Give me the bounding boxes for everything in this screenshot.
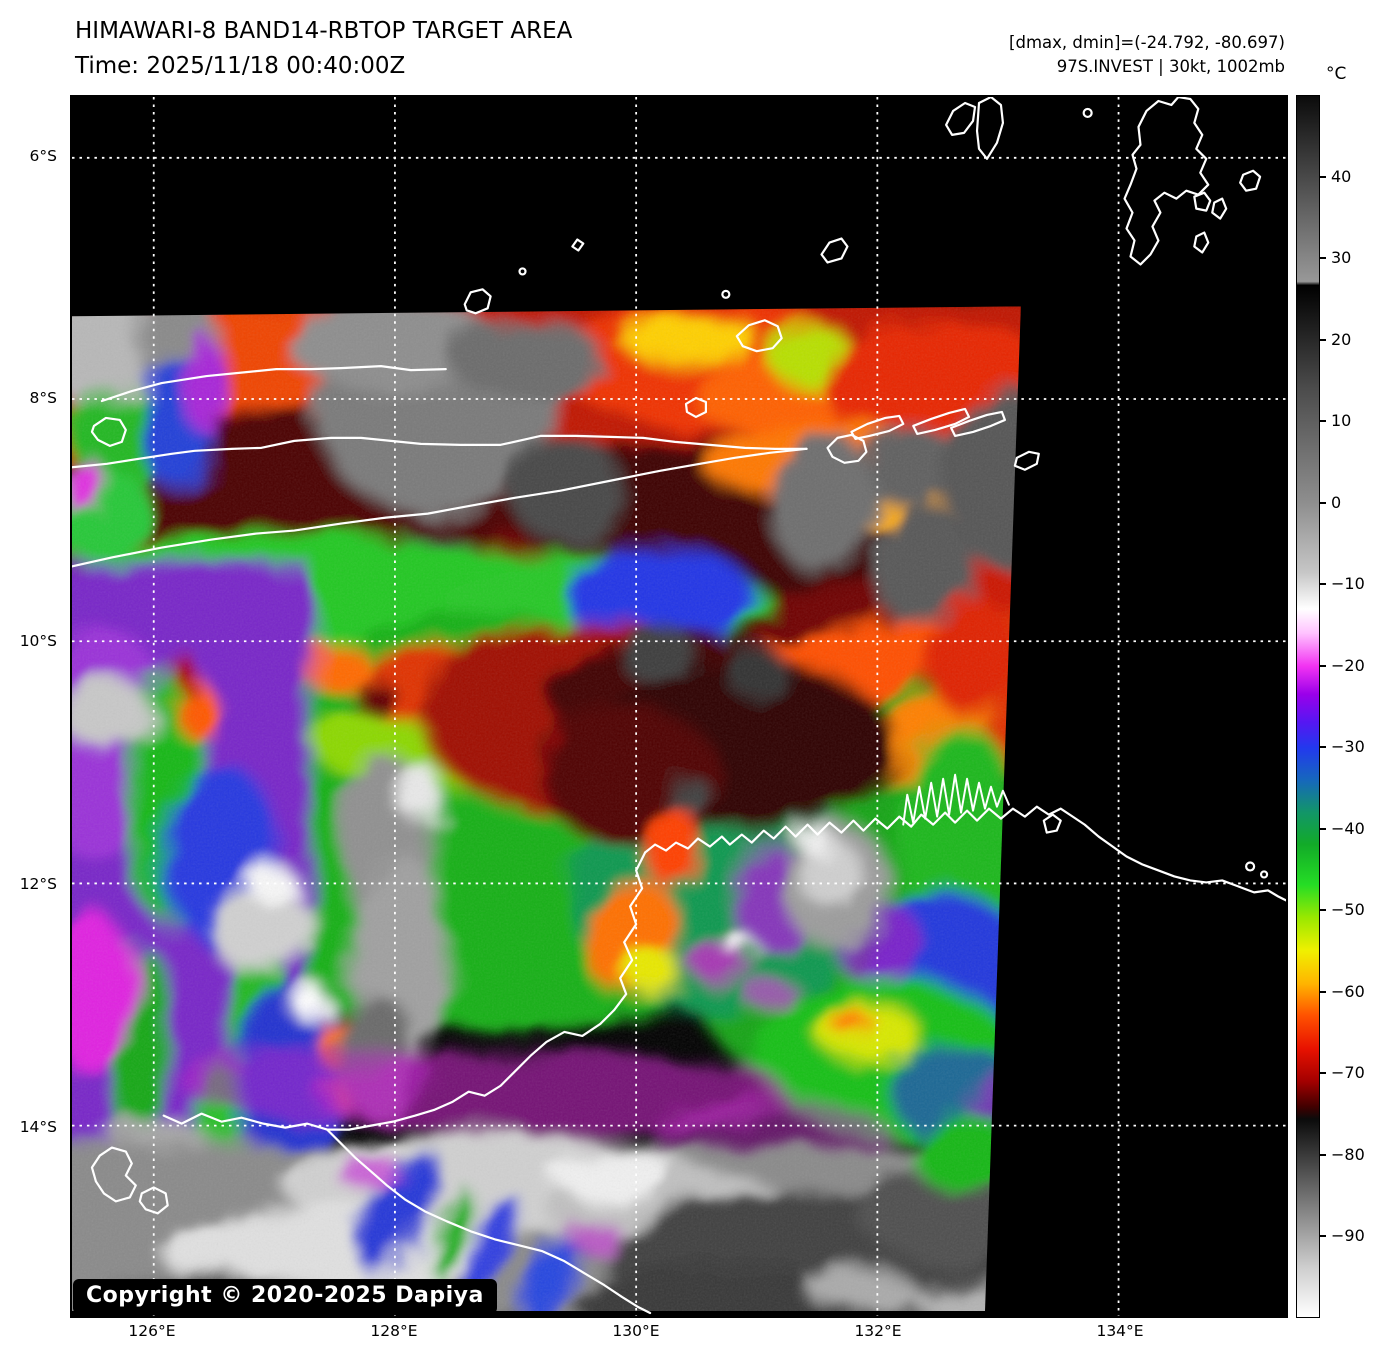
lon-axis-label: 130°E <box>612 1322 660 1340</box>
colorbar-tick-label: −20 <box>1331 655 1365 675</box>
colorbar <box>1296 95 1320 1318</box>
colorbar-tick-mark <box>1320 909 1326 912</box>
colorbar-tick-mark <box>1320 583 1326 586</box>
colorbar-tick-label: −30 <box>1331 737 1365 757</box>
colorbar-tick-mark <box>1320 501 1326 504</box>
lat-axis-label: 8°S <box>29 389 57 408</box>
lon-axis-label: 128°E <box>370 1322 418 1340</box>
colorbar-tick-mark <box>1320 1235 1326 1238</box>
colorbar-tick-mark <box>1320 1072 1326 1075</box>
lat-axis-label: 6°S <box>29 147 57 166</box>
colorbar-tick-label: −10 <box>1331 574 1365 594</box>
lon-axis-label: 132°E <box>854 1322 902 1340</box>
colorbar-tick-label: 20 <box>1331 329 1352 349</box>
colorbar-tick-mark <box>1320 990 1326 993</box>
colorbar-tick-mark <box>1320 175 1326 178</box>
colorbar-tick-mark <box>1320 746 1326 749</box>
colorbar-tick-mark <box>1320 420 1326 423</box>
colorbar-tick-label: −80 <box>1331 1144 1365 1164</box>
colorbar-tick-label: −70 <box>1331 1063 1365 1083</box>
colorbar-tick-label: 30 <box>1331 248 1352 268</box>
colorbar-tick-mark <box>1320 664 1326 667</box>
map-plot <box>70 95 1288 1318</box>
colorbar-tick-mark <box>1320 257 1326 260</box>
colorbar-unit-label: °C <box>1326 64 1347 84</box>
colorbar-tick-label: −50 <box>1331 900 1365 920</box>
storm-annotation: [dmax, dmin]=(-24.792, -80.697) 97S.INVES… <box>1009 31 1285 79</box>
colorbar-tick-label: −60 <box>1331 981 1365 1001</box>
graticule-gridlines <box>72 97 1286 1316</box>
colorbar-tick-mark <box>1320 338 1326 341</box>
coastlines <box>72 97 1286 1315</box>
figure-header: HIMAWARI-8 BAND14-RBTOP TARGET AREA Time:… <box>75 14 572 84</box>
colorbar-tick-label: −40 <box>1331 818 1365 838</box>
lat-axis-label: 10°S <box>19 631 57 650</box>
lon-axis: 126°E 128°E 130°E 132°E 134°E <box>70 1322 1288 1346</box>
lat-axis-label: 12°S <box>19 874 57 893</box>
colorbar-tick-mark <box>1320 827 1326 830</box>
satellite-image <box>72 97 1286 1316</box>
colorbar-tick-label: 40 <box>1331 166 1352 186</box>
lon-axis-label: 134°E <box>1096 1322 1144 1340</box>
colorbar-tick-label: 10 <box>1331 411 1352 431</box>
colorbar-tick-mark <box>1320 1153 1326 1156</box>
dmax-dmin-label: [dmax, dmin]=(-24.792, -80.697) <box>1009 33 1285 52</box>
lat-axis: 6°S 8°S 10°S 12°S 14°S <box>0 95 63 1318</box>
page-title: HIMAWARI-8 BAND14-RBTOP TARGET AREA <box>75 18 573 44</box>
copyright-badge: Copyright © 2020-2025 Dapiya <box>73 1279 497 1314</box>
storm-info-label: 97S.INVEST | 30kt, 1002mb <box>1056 57 1285 76</box>
lat-axis-label: 14°S <box>19 1117 57 1136</box>
lon-axis-label: 126°E <box>128 1322 176 1340</box>
ir-imagery-swath <box>72 306 1021 1312</box>
colorbar-tick-label: −90 <box>1331 1226 1365 1246</box>
colorbar-tick-label: 0 <box>1331 492 1342 512</box>
time-label: Time: 2025/11/18 00:40:00Z <box>75 53 406 79</box>
colorbar-ticks: 40 30 20 10 0 −10 −20 −30 −40 −50 −60 −70 −80 −90 <box>1320 95 1386 1318</box>
